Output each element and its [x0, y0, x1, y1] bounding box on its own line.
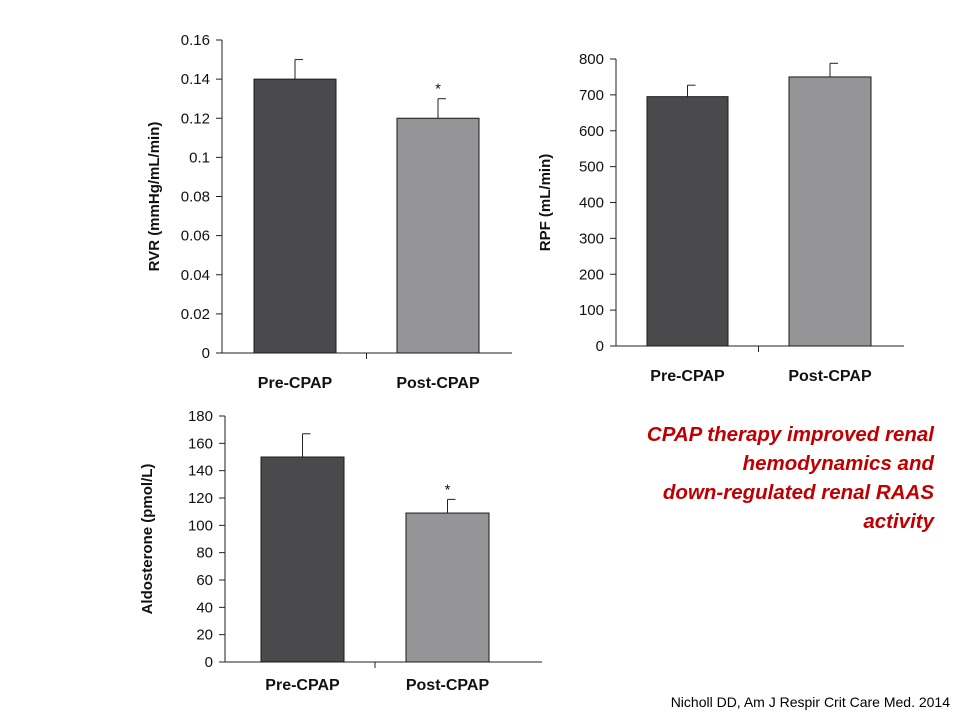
bar [260, 456, 345, 663]
x-category-label: Post-CPAP [406, 677, 490, 694]
y-tick-label: 200 [579, 266, 604, 283]
y-tick-label: 160 [188, 435, 213, 452]
y-tick-label: 140 [188, 463, 213, 480]
x-category-label: Post-CPAP [788, 368, 872, 385]
x-category-label: Pre-CPAP [265, 677, 340, 694]
annotation-text: CPAP therapy improved renal hemodynamics… [534, 420, 934, 536]
y-tick-label: 0.02 [181, 306, 210, 323]
rpf-chart: 0 100 200 300 400 500 600 700 800 Pre-CPAP Post-CP… [537, 51, 904, 385]
y-tick-label: 60 [196, 572, 213, 589]
bar [788, 76, 872, 347]
y-tick-label: 0.1 [189, 149, 210, 166]
bar [405, 512, 490, 663]
annotation-line: CPAP therapy improved renal [646, 423, 934, 446]
y-tick-label: 600 [579, 123, 604, 140]
y-axis-title: Aldosterone (pmol/L) [139, 464, 156, 615]
y-tick-label: 0 [202, 345, 210, 362]
y-tick-label: 300 [579, 230, 604, 247]
y-tick-label: 40 [196, 599, 213, 616]
y-tick-label: 0.04 [181, 267, 210, 284]
bar [396, 117, 480, 354]
y-tick-label: 120 [188, 490, 213, 507]
y-axis-title: RPF (mL/min) [537, 154, 554, 252]
y-tick-label: 800 [579, 51, 604, 68]
y-tick-label: 700 [579, 87, 604, 104]
y-tick-label: 0 [205, 654, 213, 671]
x-category-label: Pre-CPAP [650, 368, 725, 385]
y-tick-label: 20 [196, 627, 213, 644]
significance-marker: * [435, 81, 441, 98]
x-category-label: Post-CPAP [396, 375, 480, 392]
y-tick-label: 0 [596, 338, 604, 355]
annotation-line: activity [863, 510, 934, 533]
y-tick-label: 500 [579, 159, 604, 176]
bar [253, 78, 337, 354]
y-tick-label: 80 [196, 545, 213, 562]
y-tick-label: 180 [188, 408, 213, 425]
y-tick-label: 0.16 [181, 32, 210, 49]
bar [646, 96, 729, 347]
annotation-line: hemodynamics and [742, 452, 934, 475]
significance-marker: * [445, 481, 451, 498]
y-tick-label: 100 [188, 517, 213, 534]
aldosterone-chart: 0 20 40 60 80 100 120 140 160 180 Pre-CPAP * Post-CP… [139, 408, 542, 694]
y-tick-label: 0.06 [181, 228, 210, 245]
y-axis-title: RVR (mmHg/mL/min) [146, 122, 163, 272]
rvr-chart: 0 0.02 0.04 0.06 0.08 0.1 0.12 0.14 0.16 Pre-CPAP… [146, 32, 512, 392]
y-tick-label: 0.12 [181, 110, 210, 127]
citation: Nicholl DD, Am J Respir Crit Care Med. 2… [670, 694, 950, 710]
annotation-line: down-regulated renal RAAS [662, 481, 934, 504]
x-category-label: Pre-CPAP [258, 375, 333, 392]
y-tick-label: 0.14 [181, 71, 210, 88]
y-tick-label: 400 [579, 195, 604, 212]
y-tick-label: 0.08 [181, 189, 210, 206]
y-tick-label: 100 [579, 302, 604, 319]
